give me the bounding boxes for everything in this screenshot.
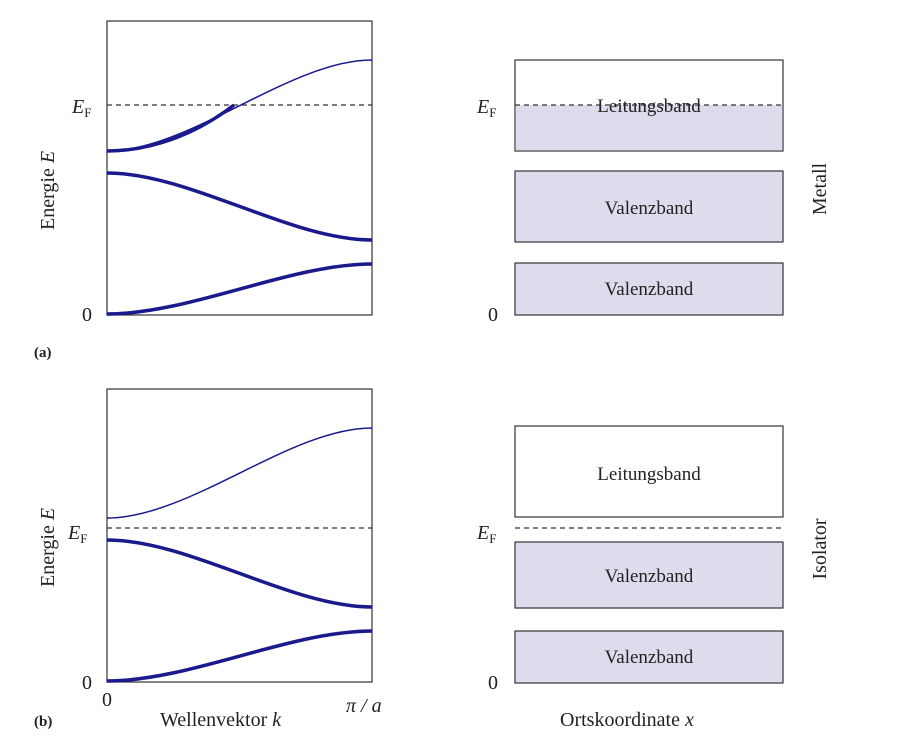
- panel-a-plot-frame: [106, 20, 373, 316]
- panel-a-band-1-curve: [106, 262, 373, 316]
- panel-b-fermi-label: EF: [67, 522, 87, 546]
- panel-b-zero-label-right: 0: [488, 672, 498, 694]
- k-axis-max-tick: π / a: [346, 695, 382, 717]
- panel-b-tag: (b): [34, 714, 52, 730]
- panel-b-plot-frame: [106, 388, 373, 683]
- panel-a-energy-axis-label: Energie E: [37, 151, 59, 230]
- k-axis-label: Wellenvektor k: [160, 709, 282, 731]
- panel-a-material-label: Metall: [809, 162, 831, 215]
- panel-a-band-2-curve: [106, 171, 373, 242]
- panel-b-material-label: Isolator: [809, 518, 831, 579]
- panel-a-fermi-label-right: EF: [476, 96, 496, 120]
- panel-a-conduction-band-fill: [515, 105, 783, 151]
- panel-b-valence-band-lower-box: [514, 630, 784, 684]
- panel-a-fermi-label: EF: [71, 96, 91, 120]
- panel-a: EF 0 Energie E (a) Leitungsband Valenzba…: [34, 20, 831, 361]
- panel-a-band-3-curve: [106, 59, 373, 152]
- panel-a-valence-band-lower-box: [514, 262, 784, 316]
- panel-b-valence-band-lower-label: Valenzband: [605, 647, 694, 668]
- panel-b-conduction-band-label: Leitungsband: [597, 464, 701, 485]
- panel-b-energy-axis-label: Energie E: [37, 508, 59, 587]
- panel-b-band-1-curve: [106, 629, 373, 683]
- panel-b-valence-band-upper-box: [514, 541, 784, 609]
- panel-b-band-3-curve: [106, 427, 373, 519]
- panel-b-zero-label: 0: [82, 672, 92, 694]
- k-axis-zero-tick: 0: [102, 689, 112, 711]
- panel-a-band-3-curve-filled: [106, 103, 236, 153]
- x-axis-label: Ortskoordinate x: [560, 709, 694, 731]
- panel-b-valence-band-upper-label: Valenzband: [605, 566, 694, 587]
- panel-a-valence-band-upper-label: Valenzband: [605, 198, 694, 219]
- panel-b-band-2-curve: [106, 538, 373, 609]
- panel-a-zero-label: 0: [82, 304, 92, 326]
- panel-b-fermi-label-right: EF: [476, 522, 496, 546]
- panel-a-zero-label-right: 0: [488, 304, 498, 326]
- panel-a-conduction-band-label: Leitungsband: [597, 96, 701, 117]
- panel-a-tag: (a): [34, 345, 52, 361]
- panel-a-valence-band-lower-label: Valenzband: [605, 279, 694, 300]
- panel-b-conduction-band-box: [514, 425, 784, 518]
- panel-a-valence-band-upper-box: [514, 170, 784, 243]
- panel-b: EF 0 Energie E 0 π / a Wellenvektor k (b…: [34, 388, 831, 731]
